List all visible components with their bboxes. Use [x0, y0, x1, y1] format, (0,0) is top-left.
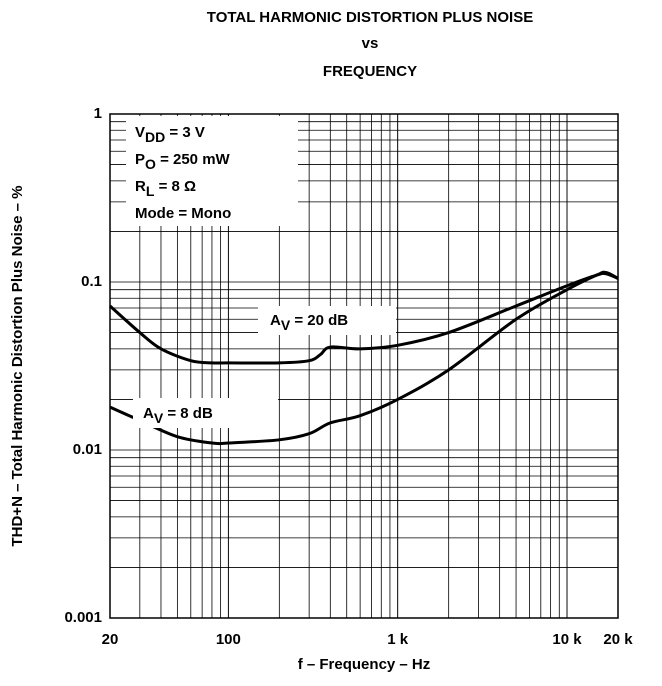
y-tick-label: 1 [94, 105, 102, 122]
x-tick-label: 100 [216, 631, 241, 648]
label-part: V [154, 410, 164, 426]
label-part: DD [145, 129, 165, 145]
label-part: V [135, 124, 145, 141]
x-tick-label: 10 k [552, 631, 582, 648]
annotation: Mode = Mono [135, 205, 231, 222]
chart-title: vs [362, 35, 379, 52]
x-tick-label: 20 [102, 631, 119, 648]
label-part: A [270, 312, 281, 329]
y-tick-label: 0.001 [64, 609, 102, 626]
chart-title: FREQUENCY [323, 63, 417, 80]
series-line [109, 270, 619, 446]
series-line [109, 271, 619, 365]
x-axis-label: f – Frequency – Hz [298, 656, 431, 673]
label-part: R [135, 178, 146, 195]
label-part: = 250 mW [156, 151, 231, 168]
annotation: VDD = 3 V [135, 124, 205, 145]
x-tick-label: 1 k [387, 631, 409, 648]
chart-title: TOTAL HARMONIC DISTORTION PLUS NOISE [207, 9, 533, 26]
y-tick-label: 0.01 [73, 441, 102, 458]
plot-frame [109, 113, 619, 619]
series-label-box [258, 306, 396, 335]
label-part: = 8 dB [163, 405, 213, 422]
label-part: = 20 dB [290, 312, 348, 329]
x-tick-label: 20 k [603, 631, 633, 648]
annotation: PO = 250 mW [135, 151, 231, 172]
label-part: = 3 V [165, 124, 205, 141]
label-part: L [146, 183, 155, 199]
annotation: RL = 8 Ω [135, 178, 196, 199]
y-tick-label: 0.1 [81, 273, 102, 290]
series-label: AV = 20 dB [270, 312, 348, 333]
label-part: A [143, 405, 154, 422]
annotation-box [126, 116, 298, 226]
series-label-box [133, 398, 278, 428]
label-part: V [281, 317, 291, 333]
label-part: O [145, 156, 156, 172]
y-axis-label: THD+N – Total Harmonic Distortion Plus N… [9, 185, 26, 546]
series-label: AV = 8 dB [143, 405, 213, 426]
label-part: P [135, 151, 145, 168]
label-part: = 8 Ω [154, 178, 196, 195]
label-part: Mode = Mono [135, 205, 231, 222]
